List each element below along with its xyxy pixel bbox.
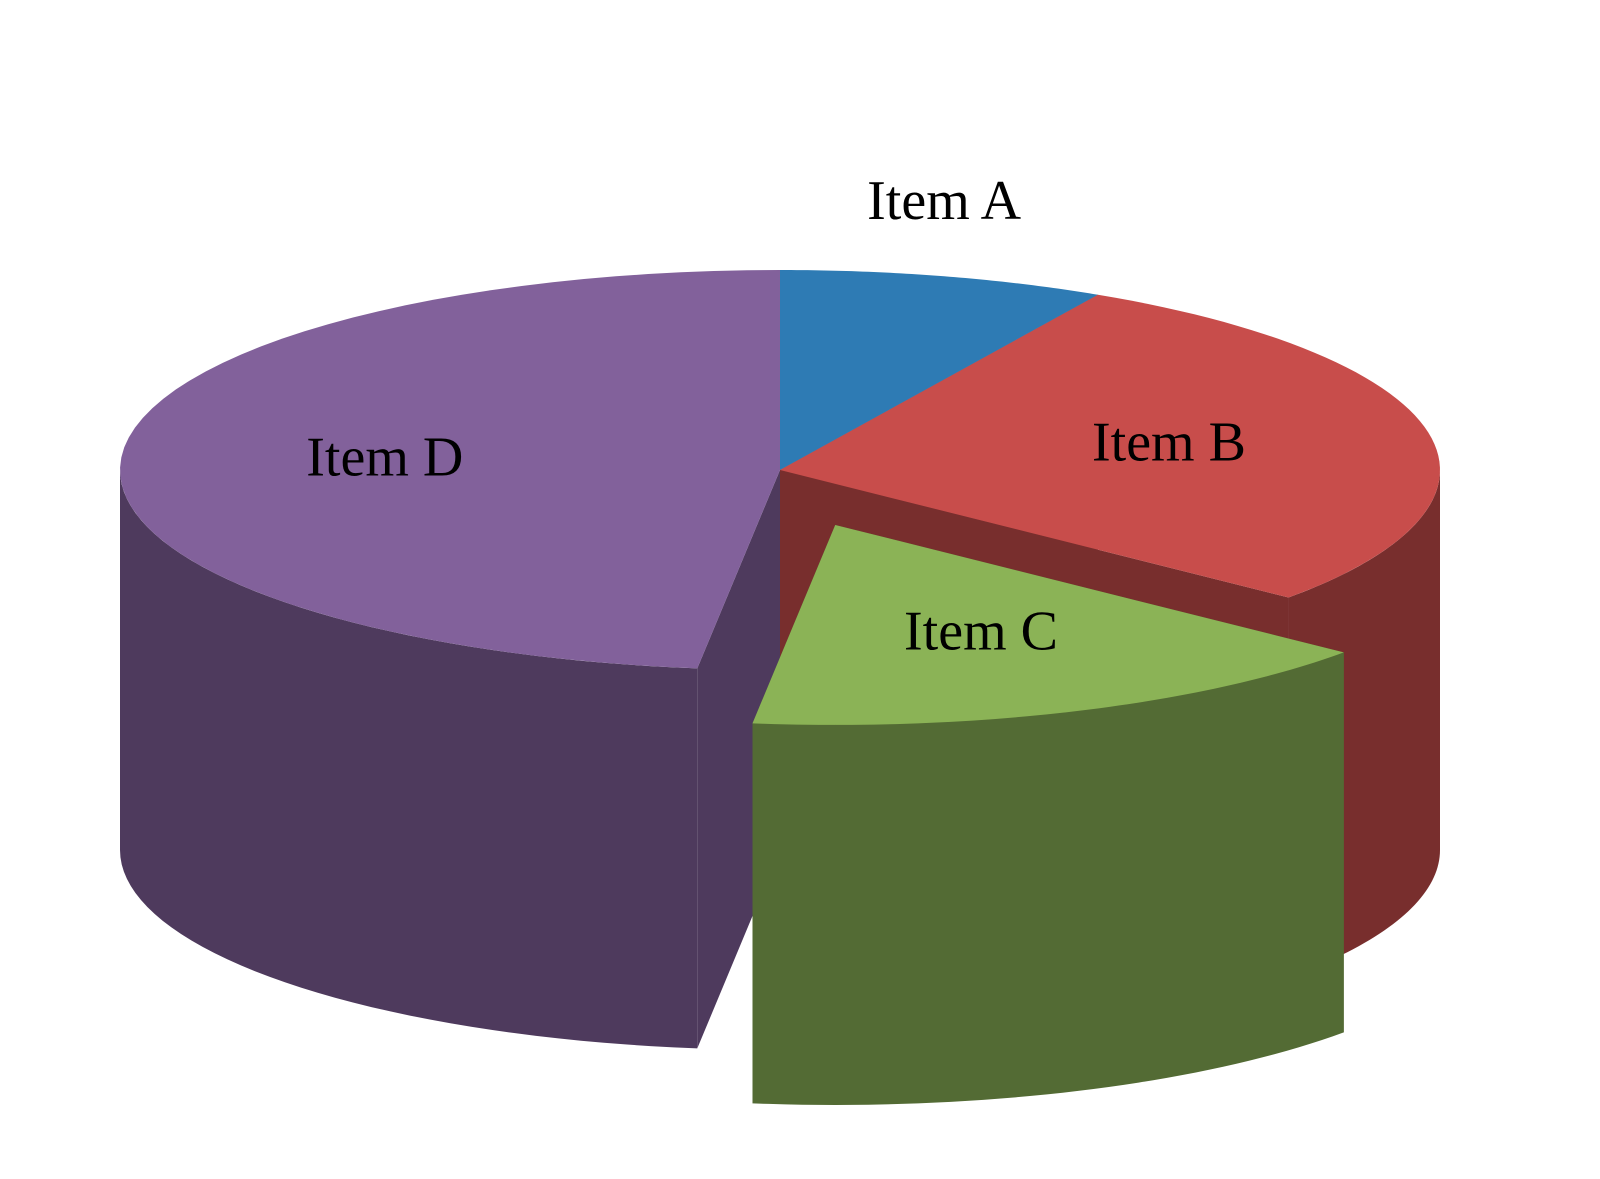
slice-item-d [120,270,780,669]
slice-label-item-c: Item C [904,600,1058,662]
slice-item-d-rim-0 [120,470,698,1049]
slice-item-c-rim-0 [752,652,1344,1105]
slice-label-item-d: Item D [306,426,463,488]
pie-labels: Item A Item B Item C Item D [306,170,1246,662]
slice-label-item-b: Item B [1092,411,1246,473]
slice-item-c [752,524,1344,725]
slice-label-item-a: Item A [867,170,1022,232]
pie-tops [120,270,1440,725]
slice-item-d-cut-face-0 [697,470,780,1049]
slice-item-a [780,270,1098,470]
slice-item-b [780,294,1440,598]
